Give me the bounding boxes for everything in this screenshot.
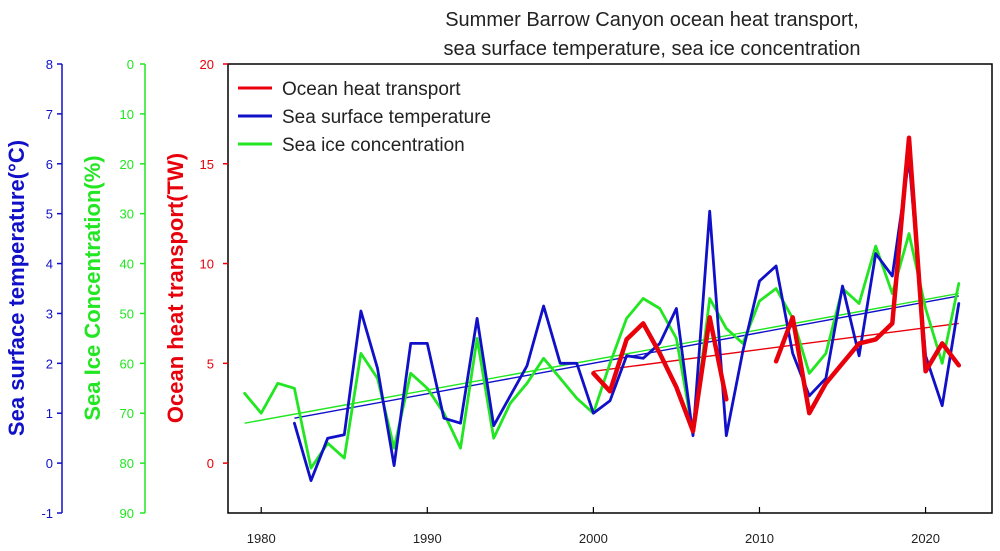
oht-trend-line [593, 322, 959, 373]
x-axis-ticks: 1980 1990 2000 2010 2020 [247, 507, 940, 546]
sic-tick-label: 80 [120, 456, 134, 471]
x-tick-label: 2010 [745, 531, 774, 546]
chart-title-line-1: Summer Barrow Canyon ocean heat transpor… [445, 9, 859, 31]
sst-tick-label: 8 [46, 57, 53, 72]
sic-tick-label: 60 [120, 356, 134, 371]
legend-label-sic: Sea ice concentration [282, 135, 465, 156]
sic-trend-line [244, 292, 959, 424]
series-layer [243, 135, 962, 483]
sst-tick-label: 1 [46, 406, 53, 421]
sst-axis-ticks: -1 0 1 2 3 4 5 6 7 8 [41, 57, 62, 521]
sst-tick-label: 3 [46, 306, 53, 321]
legend-label-sst: Sea surface temperature [282, 107, 491, 128]
chart-title-line-2: sea surface temperature, sea ice concent… [444, 38, 861, 60]
sic-tick-label: 10 [120, 107, 134, 122]
sst-tick-label: 7 [46, 107, 53, 122]
oht-axis-label: Ocean heat transport(TW) [163, 153, 188, 423]
sic-tick-label: 90 [120, 506, 134, 521]
sst-axis-label: Sea surface temperature(°C) [4, 140, 29, 436]
x-tick-label: 2000 [579, 531, 608, 546]
sst-series-line-1 [292, 157, 961, 483]
sst-tick-label: 6 [46, 157, 53, 172]
sic-tick-label: 50 [120, 306, 134, 321]
sst-tick-label: -1 [41, 506, 53, 521]
oht-tick-label: 15 [200, 157, 214, 172]
sic-tick-label: 70 [120, 406, 134, 421]
sic-axis-label: Sea Ice Concentration(%) [80, 155, 105, 420]
oht-tick-label: 5 [207, 356, 214, 371]
oht-series-line-1 [591, 315, 729, 434]
sic-tick-label: 0 [127, 57, 134, 72]
oht-tick-label: 0 [207, 456, 214, 471]
oht-axis-ticks: 0 5 10 15 20 [200, 57, 228, 471]
sst-tick-label: 0 [46, 456, 53, 471]
sic-tick-label: 20 [120, 157, 134, 172]
sst-tick-label: 4 [46, 257, 53, 272]
sic-axis-ticks: 0 10 20 30 40 50 60 70 80 90 [120, 57, 145, 521]
sst-tick-label: 5 [46, 207, 53, 222]
x-tick-label: 1980 [247, 531, 276, 546]
plot-frame [227, 63, 993, 514]
legend-label-oht: Ocean heat transport [282, 79, 461, 100]
sic-tick-label: 30 [120, 207, 134, 222]
x-tick-label: 2020 [911, 531, 940, 546]
oht-tick-label: 10 [200, 257, 214, 272]
sst-tick-label: 2 [46, 356, 53, 371]
x-tick-label: 1990 [413, 531, 442, 546]
sic-tick-label: 40 [120, 257, 134, 272]
legend: Ocean heat transport Sea surface tempera… [238, 79, 491, 156]
oht-series-line-2 [773, 135, 962, 416]
oht-tick-label: 20 [200, 57, 214, 72]
